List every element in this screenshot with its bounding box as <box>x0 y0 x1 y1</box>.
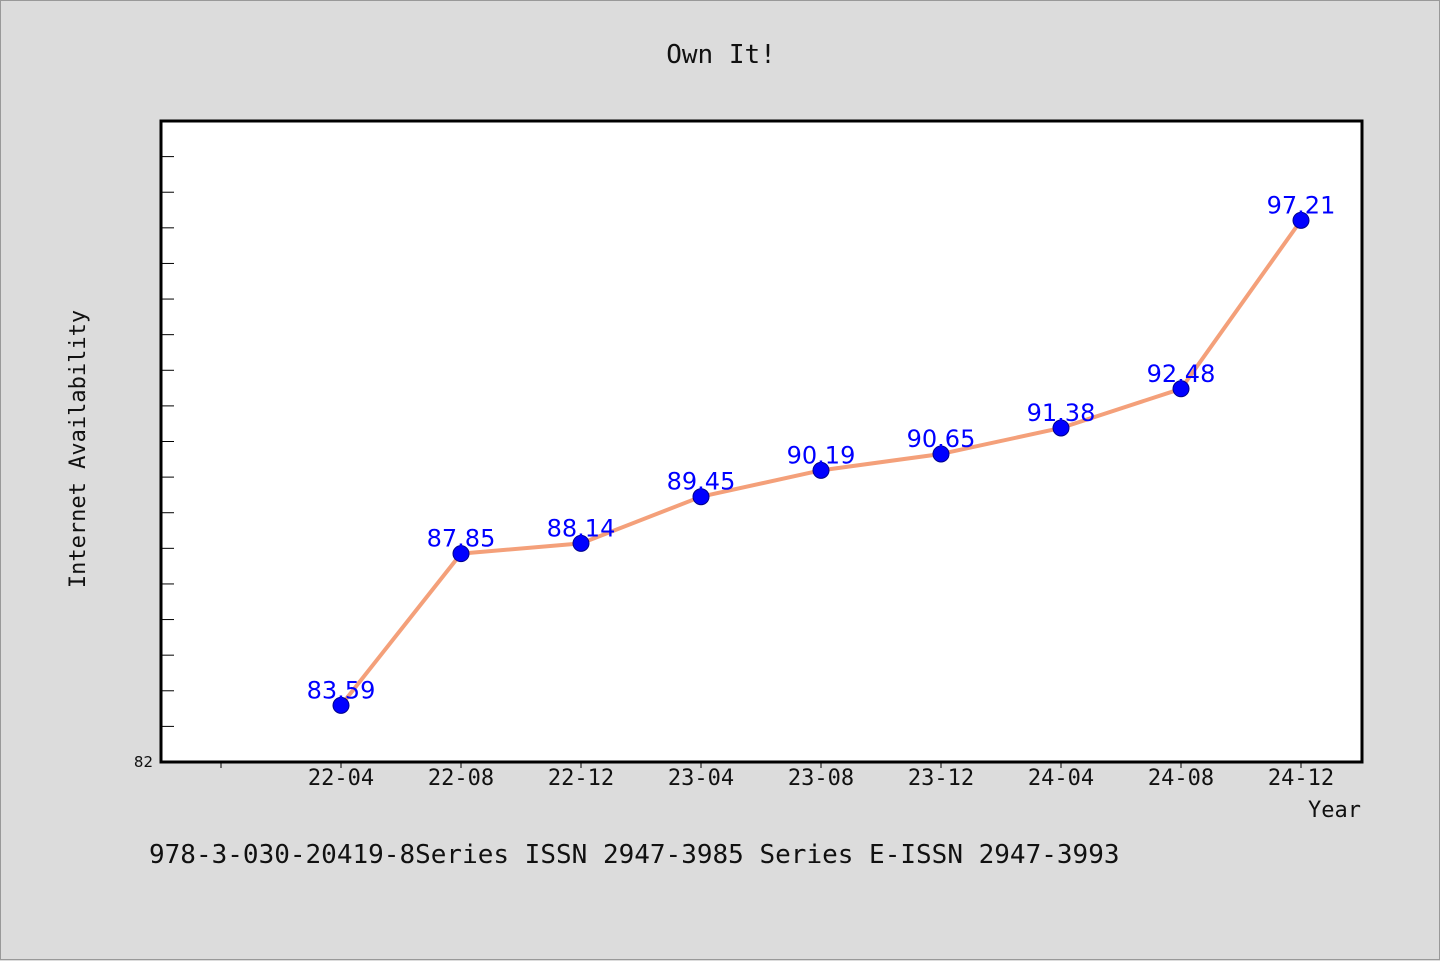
x-tick-label: 22-08 <box>428 766 494 791</box>
x-tick-label: 23-04 <box>668 766 734 791</box>
data-label: 97.21 <box>1267 191 1336 219</box>
data-label: 91.38 <box>1027 399 1096 427</box>
data-point <box>1172 380 1190 398</box>
data-label: 83.59 <box>307 676 376 704</box>
data-point <box>812 461 830 479</box>
data-point <box>692 488 710 506</box>
series-group: 83.59 87.85 88.14 89.45 90.19 90.65 91.38 92.48… <box>307 191 1336 714</box>
data-label: 92.48 <box>1147 360 1216 388</box>
data-label: 90.19 <box>787 441 856 469</box>
x-axis-label: Year <box>1308 798 1361 823</box>
y-axis-ticks <box>161 156 174 727</box>
data-point <box>1292 211 1310 229</box>
x-tick-label: 23-08 <box>788 766 854 791</box>
x-axis-ticks: 22-04 22-08 22-12 23-04 23-08 23-12 24-04 24-08… <box>220 762 1334 791</box>
data-label: 90.65 <box>907 425 976 453</box>
data-point <box>1052 419 1070 437</box>
data-point <box>572 534 590 552</box>
data-label: 87.85 <box>427 525 496 553</box>
x-tick-label: 22-04 <box>308 766 374 791</box>
data-point <box>332 696 350 714</box>
x-tick-label: 24-04 <box>1028 766 1094 791</box>
chart-title: Own It! <box>666 40 776 70</box>
data-point <box>452 545 470 563</box>
data-point <box>932 445 950 463</box>
x-tick-label: 24-08 <box>1148 766 1214 791</box>
x-tick-label: 24-12 <box>1268 766 1334 791</box>
x-tick-label: 23-12 <box>908 766 974 791</box>
footer-isbn-issn: 978-3-030-20419-8Series ISSN 2947-3985 S… <box>149 840 1120 870</box>
y-axis-label: Internet Availability <box>66 310 91 588</box>
y-tick-label-min: 82 <box>134 753 153 771</box>
x-tick-label: 22-12 <box>548 766 614 791</box>
plot-area <box>159 119 1364 764</box>
data-label: 88.14 <box>547 514 616 542</box>
data-label: 89.45 <box>667 468 736 496</box>
